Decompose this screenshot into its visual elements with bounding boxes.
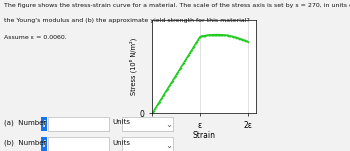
Text: i: i — [43, 140, 46, 149]
X-axis label: Strain: Strain — [193, 131, 215, 140]
Text: The figure shows the stress-strain curve for a material. The scale of the stress: The figure shows the stress-strain curve… — [4, 2, 350, 8]
Text: (a)  Number: (a) Number — [4, 119, 46, 126]
Text: Units: Units — [112, 119, 130, 125]
Text: Units: Units — [112, 140, 130, 146]
Text: i: i — [43, 120, 46, 129]
Text: ⌄: ⌄ — [166, 120, 173, 129]
Text: (b)  Number: (b) Number — [4, 139, 46, 146]
Text: the Young's modulus and (b) the approximate yield strength for this material?: the Young's modulus and (b) the approxim… — [4, 18, 249, 23]
Text: ⌄: ⌄ — [166, 141, 173, 150]
Text: Assume ε = 0.0060.: Assume ε = 0.0060. — [4, 35, 66, 40]
Y-axis label: Stress (10⁶ N/m²): Stress (10⁶ N/m²) — [130, 38, 137, 95]
